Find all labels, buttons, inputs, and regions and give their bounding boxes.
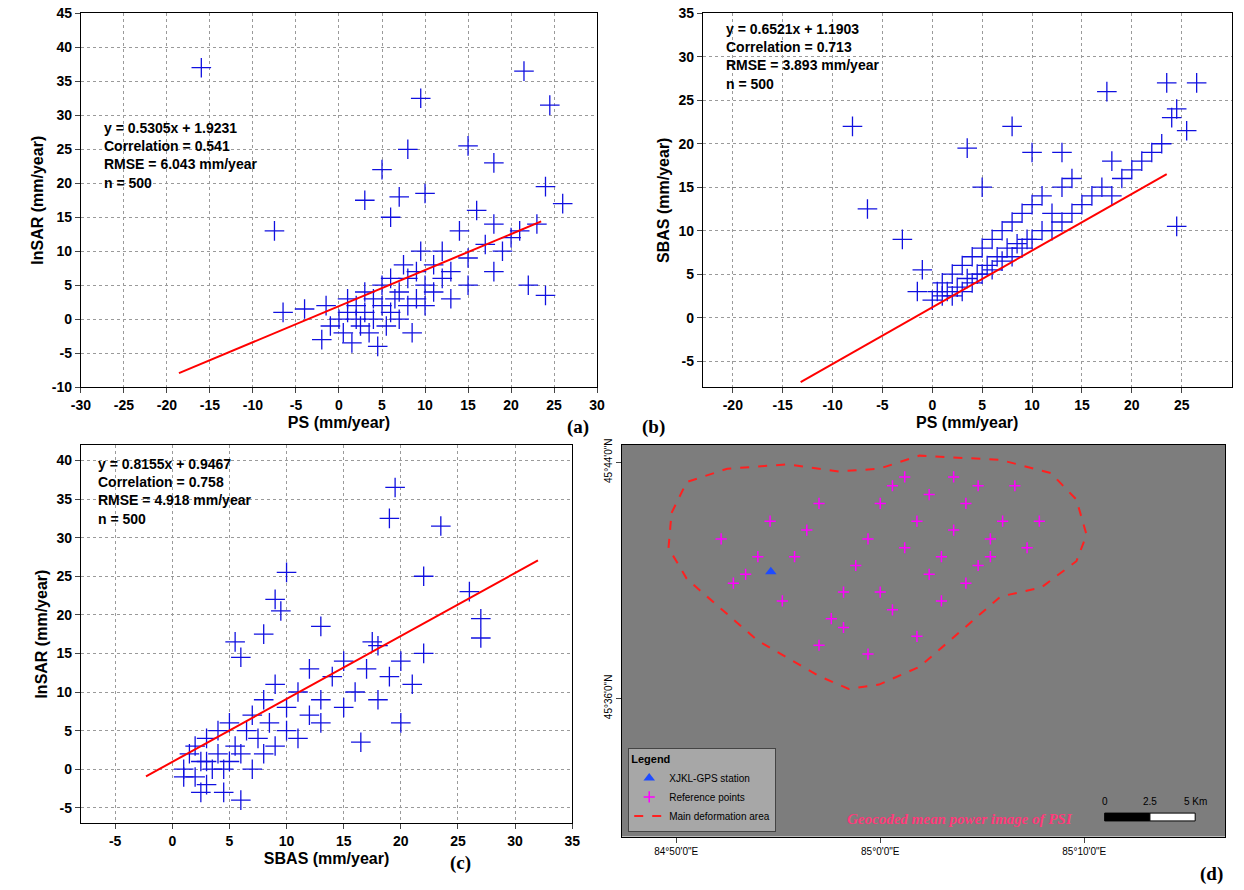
svg-text:0: 0 [64, 761, 72, 777]
svg-text:SBAS (mm/year): SBAS (mm/year) [264, 850, 389, 867]
svg-text:25: 25 [56, 141, 72, 157]
svg-text:25: 25 [1174, 397, 1190, 413]
svg-text:15: 15 [460, 397, 476, 413]
svg-text:0: 0 [928, 397, 936, 413]
svg-text:(b): (b) [642, 416, 665, 438]
svg-text:Reference points: Reference points [669, 792, 745, 803]
svg-text:y = 0.5305x + 1.9231Correlatio: y = 0.5305x + 1.9231Correlation = 0.541R… [104, 120, 257, 191]
svg-text:PS (mm/year): PS (mm/year) [916, 414, 1018, 431]
svg-text:5: 5 [378, 397, 386, 413]
svg-text:15: 15 [56, 209, 72, 225]
svg-text:15: 15 [336, 833, 352, 849]
svg-text:-30: -30 [71, 397, 91, 413]
svg-text:0: 0 [168, 833, 176, 849]
svg-text:0: 0 [686, 310, 694, 326]
svg-text:85°10'0"E: 85°10'0"E [1062, 846, 1106, 857]
svg-text:45: 45 [56, 5, 72, 21]
svg-text:-5: -5 [290, 397, 303, 413]
svg-text:85°0'0"E: 85°0'0"E [861, 846, 900, 857]
svg-text:20: 20 [503, 397, 519, 413]
svg-text:0: 0 [335, 397, 343, 413]
svg-text:-10: -10 [822, 397, 842, 413]
svg-text:2.5: 2.5 [1143, 796, 1157, 807]
svg-text:20: 20 [393, 833, 409, 849]
svg-text:30: 30 [589, 397, 605, 413]
svg-text:-5: -5 [876, 397, 889, 413]
svg-text:XJKL-GPS station: XJKL-GPS station [669, 773, 750, 784]
svg-text:(c): (c) [450, 852, 471, 874]
svg-text:Main deformation area: Main deformation area [669, 811, 769, 822]
svg-text:-5: -5 [60, 345, 73, 361]
svg-text:30: 30 [56, 107, 72, 123]
svg-text:-15: -15 [200, 397, 220, 413]
svg-text:10: 10 [56, 684, 72, 700]
svg-text:15: 15 [56, 645, 72, 661]
svg-text:-15: -15 [773, 397, 793, 413]
svg-text:25: 25 [450, 833, 466, 849]
svg-text:40: 40 [56, 39, 72, 55]
svg-text:5: 5 [686, 266, 694, 282]
svg-text:30: 30 [678, 49, 694, 65]
svg-text:5: 5 [64, 723, 72, 739]
svg-text:5 Km: 5 Km [1184, 796, 1207, 807]
svg-text:PS (mm/year): PS (mm/year) [288, 414, 390, 431]
svg-text:(d): (d) [1200, 863, 1223, 885]
svg-text:-20: -20 [723, 397, 743, 413]
svg-text:-10: -10 [52, 379, 72, 395]
svg-text:15: 15 [678, 179, 694, 195]
svg-text:20: 20 [56, 607, 72, 623]
svg-text:-10: -10 [243, 397, 263, 413]
svg-text:35: 35 [56, 73, 72, 89]
svg-text:20: 20 [56, 175, 72, 191]
svg-text:25: 25 [546, 397, 562, 413]
svg-text:40: 40 [56, 452, 72, 468]
svg-text:Legend: Legend [631, 753, 670, 765]
svg-text:10: 10 [279, 833, 295, 849]
svg-text:10: 10 [678, 223, 694, 239]
svg-text:45°44'0"N: 45°44'0"N [603, 438, 614, 483]
svg-text:5: 5 [978, 397, 986, 413]
svg-text:-5: -5 [682, 353, 695, 369]
svg-text:35: 35 [564, 833, 580, 849]
svg-text:30: 30 [56, 530, 72, 546]
svg-text:25: 25 [56, 568, 72, 584]
svg-text:-20: -20 [157, 397, 177, 413]
svg-text:Geocoded mean power image of P: Geocoded mean power image of PSI [847, 811, 1073, 827]
svg-text:84°50'0"E: 84°50'0"E [654, 846, 698, 857]
svg-text:45°36'0"N: 45°36'0"N [603, 675, 614, 720]
svg-text:10: 10 [417, 397, 433, 413]
svg-text:5: 5 [64, 277, 72, 293]
svg-text:10: 10 [56, 243, 72, 259]
svg-text:35: 35 [678, 5, 694, 21]
svg-text:0: 0 [1102, 796, 1108, 807]
svg-text:15: 15 [1074, 397, 1090, 413]
svg-text:y = 0.6521x + 1.1903Correlatio: y = 0.6521x + 1.1903Correlation = 0.713R… [726, 21, 879, 92]
svg-text:SBAS (mm/year): SBAS (mm/year) [655, 138, 672, 263]
svg-text:30: 30 [507, 833, 523, 849]
svg-text:10: 10 [1024, 397, 1040, 413]
svg-text:0: 0 [64, 311, 72, 327]
svg-text:-25: -25 [114, 397, 134, 413]
svg-text:InSAR (mm/year): InSAR (mm/year) [29, 136, 46, 265]
svg-text:-5: -5 [109, 833, 122, 849]
svg-text:y = 0.8155x + 0.9467Correlatio: y = 0.8155x + 0.9467Correlation = 0.758R… [98, 456, 251, 527]
svg-text:InSAR (mm/year): InSAR (mm/year) [33, 570, 50, 699]
svg-text:25: 25 [678, 92, 694, 108]
svg-text:-5: -5 [60, 800, 73, 816]
svg-text:5: 5 [226, 833, 234, 849]
svg-text:35: 35 [56, 491, 72, 507]
svg-text:20: 20 [678, 136, 694, 152]
svg-text:20: 20 [1124, 397, 1140, 413]
svg-text:(a): (a) [567, 416, 589, 438]
